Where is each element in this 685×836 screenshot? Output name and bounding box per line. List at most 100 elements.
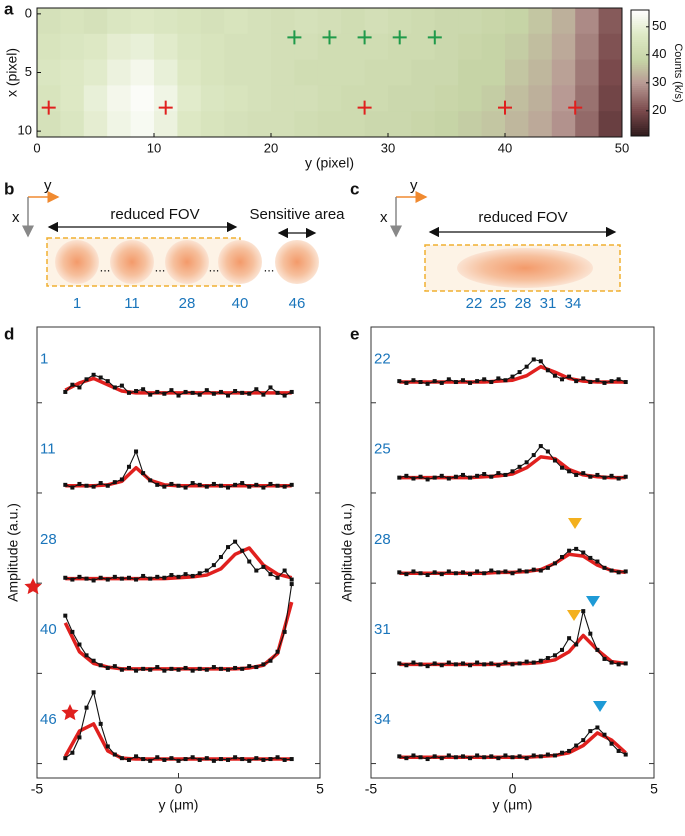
colorbar-tick-label: 40 [652, 46, 666, 61]
data-point [268, 757, 273, 762]
data-point [588, 474, 593, 479]
data-point [531, 660, 536, 665]
heat-cell [224, 59, 248, 86]
data-point [162, 391, 167, 396]
colorbar-step [631, 79, 649, 82]
data-point [261, 564, 266, 569]
data-point [616, 476, 621, 481]
x-tick-label: 0 [33, 140, 40, 155]
spots [55, 240, 319, 284]
heat-cell [434, 111, 459, 138]
data-point [531, 453, 536, 458]
data-point [581, 376, 586, 381]
heat-cell [317, 85, 342, 112]
cross-marker [392, 30, 407, 45]
data-point [247, 484, 252, 489]
data-point [496, 663, 501, 668]
data-point [404, 756, 409, 761]
colorbar-step [631, 10, 649, 13]
data-point [432, 379, 437, 384]
site-label: 22 [466, 295, 483, 312]
heat-cell [551, 8, 576, 35]
data-point [425, 381, 430, 386]
data-point [134, 449, 139, 454]
data-point [446, 660, 451, 665]
heat-cell [177, 59, 202, 86]
colorbar-step [631, 28, 649, 32]
data-point [282, 393, 287, 398]
heat-cell [83, 8, 108, 35]
data-point [503, 472, 508, 477]
data-point [226, 757, 231, 762]
heat-cell [341, 33, 365, 60]
data-point [98, 575, 103, 580]
data-point [482, 662, 487, 667]
heat-cell [60, 8, 85, 35]
heat-cell [37, 33, 61, 60]
heat-cell [130, 111, 155, 138]
panel-label: c [350, 179, 359, 198]
heat-cell [317, 8, 342, 35]
data-point [176, 758, 181, 763]
axis-name: x [12, 209, 20, 226]
data-point [489, 474, 494, 479]
x-axis-label: y (μm) [159, 797, 199, 813]
heat-cell [505, 59, 529, 86]
heat-cell [294, 59, 319, 86]
data-point [289, 582, 294, 587]
data-point [446, 569, 451, 574]
x-tick-label: -5 [31, 781, 44, 797]
data-point [77, 574, 82, 579]
colorbar-step [631, 45, 649, 49]
data-point [531, 567, 536, 572]
data-point [460, 378, 465, 383]
data-point [197, 392, 202, 397]
heat-cell [224, 33, 248, 60]
triangle [586, 596, 600, 607]
data-point [517, 661, 522, 666]
data-point [240, 481, 245, 486]
trace-label: 25 [374, 441, 391, 458]
heat-cell [247, 111, 272, 138]
heat-cell [364, 85, 389, 112]
heat-cell [481, 8, 506, 35]
data-point [475, 569, 480, 574]
data-point [141, 666, 146, 671]
data-point [247, 758, 252, 763]
data-point [616, 662, 621, 667]
triangle [593, 701, 607, 712]
data-point [489, 754, 494, 759]
data-point [432, 570, 437, 575]
heat-cell [528, 111, 553, 138]
heat-cell [341, 85, 365, 112]
heat-cell [317, 59, 342, 86]
heat-cell [177, 111, 202, 138]
data-point [545, 565, 550, 570]
colorbar-step [631, 104, 649, 107]
colorbar-step [631, 91, 649, 95]
data-point [134, 668, 139, 673]
dots: ... [209, 259, 220, 274]
fit-curve [63, 601, 294, 671]
cross-marker [357, 100, 372, 115]
heat-cell [83, 85, 108, 112]
heat-cell [551, 85, 576, 112]
data-point [609, 660, 614, 665]
data-point [567, 548, 572, 553]
data-point [623, 569, 628, 574]
heat-cell [551, 59, 576, 86]
data-point [496, 570, 501, 575]
colorbar-step [631, 35, 649, 38]
heat-cell [271, 59, 295, 86]
data-point [397, 754, 402, 759]
cross-marker [41, 100, 56, 115]
trace-label: 31 [374, 621, 391, 638]
colorbar-step [631, 60, 649, 63]
data-point [581, 609, 586, 614]
panel-label: d [4, 324, 14, 343]
data-point [552, 561, 557, 566]
data-point [268, 658, 273, 663]
heat-cell [130, 8, 155, 35]
data-point [63, 482, 68, 487]
heat-cell [505, 111, 529, 138]
